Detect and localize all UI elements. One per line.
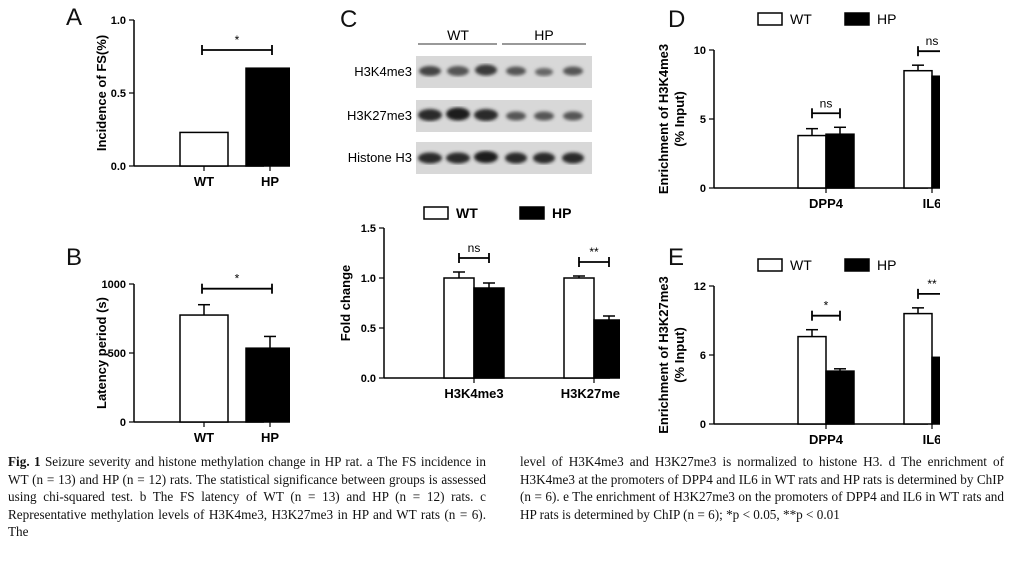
chart-e-bar-dpp4-wt	[797, 335, 827, 425]
chart-c-legend-label-wt: WT	[456, 205, 478, 221]
blot-strip-h3k27me3	[416, 100, 592, 132]
figure-caption-right: level of H3K4me3 and H3K27me3 is normali…	[520, 453, 1004, 523]
panel-label-b: B	[66, 244, 83, 271]
chart-a-y-axis-label: Incidence of FS(%)	[94, 35, 109, 151]
chart-c-bar-h3k4me3-wt	[443, 277, 475, 379]
chart-b-x-tick-label: HP	[261, 430, 279, 445]
panel-label-d: D	[668, 6, 686, 33]
chart-a-bar-wt	[179, 131, 229, 167]
chart-d-bar-dpp4-hp	[825, 133, 855, 189]
chart-a-bar-hp	[245, 67, 290, 167]
chart-d-y-tick-label: 10	[694, 45, 706, 57]
chart-e-bar-il6-hp	[931, 356, 940, 425]
chart-a-x-tick-label: WT	[194, 174, 214, 189]
blot-strip-histone-h3	[416, 142, 592, 174]
chart-d-x-tick-label: DPP4	[809, 196, 844, 210]
chart-d-significance-label-0: ns	[820, 96, 833, 110]
chart-e-legend-label-wt: WT	[790, 257, 812, 273]
chart-e-legend-label-hp: HP	[877, 257, 896, 273]
chart-e-legend-swatch-wt	[757, 258, 783, 272]
chart-c-significance-label-1: **	[589, 245, 599, 259]
figure-caption-left: Fig. 1 Seizure severity and histone meth…	[8, 453, 486, 541]
blot-strip-h3k4me3	[416, 56, 592, 88]
chart-c-bar-h3k4me3-hp	[473, 287, 505, 379]
chart-b-bar-hp	[245, 347, 290, 423]
chart-e: 0 6 12 Enrichment of H3K27me3 (% Input) DPP4 I…	[656, 257, 940, 447]
chart-d-y-axis-label-unit: (% Input)	[672, 91, 687, 147]
blot-row-label-histone-h3: Histone H3	[348, 150, 412, 165]
chart-c-y-tick-label: 1.5	[361, 223, 376, 235]
chart-c-legend-swatch-wt	[423, 206, 449, 220]
chart-d-y-tick-label: 5	[700, 114, 706, 126]
chart-d-legend-label-wt: WT	[790, 11, 812, 27]
chart-a-significance-label-0: *	[235, 33, 240, 47]
western-blot: WT HP H3K4me3 H3K27me3 Histone H3	[347, 28, 592, 174]
chart-e-y-axis-label: Enrichment of H3K27me3	[656, 276, 671, 434]
chart-a-y-tick-label: 0.0	[111, 161, 126, 173]
blot-row-label-h3k27me3: H3K27me3	[347, 108, 412, 123]
chart-e-bar-il6-wt	[903, 312, 933, 425]
chart-c-y-tick-label: 0.0	[361, 373, 376, 385]
panel-label-c: C	[340, 6, 358, 33]
chart-b-y-tick-label: 1000	[102, 279, 126, 291]
chart-d: 0 5 10 Enrichment of H3K4me3 (% Input) DPP4 IL…	[656, 11, 940, 210]
chart-c-significance-label-0: ns	[468, 241, 481, 255]
chart-b: 0 500 1000 Latency period (s) WT HP *	[94, 272, 290, 445]
chart-c-bar-h3k27me3-hp	[593, 319, 620, 379]
figure-caption-text-left: Seizure severity and histone methylation…	[8, 454, 486, 540]
blot-row-label-h3k4me3: H3K4me3	[354, 64, 412, 79]
chart-b-bar-wt	[179, 314, 229, 423]
blot-group-hp: HP	[534, 28, 553, 43]
chart-e-legend-swatch-hp	[844, 258, 870, 272]
blot-group-wt: WT	[447, 28, 469, 43]
chart-d-bar-il6-wt	[903, 69, 933, 189]
chart-b-significance-label-0: *	[235, 272, 240, 286]
chart-c-y-axis-label: Fold change	[338, 265, 353, 342]
panel-label-e: E	[668, 244, 685, 271]
figure-caption-text-right: level of H3K4me3 and H3K27me3 is normali…	[520, 454, 1004, 522]
chart-b-y-tick-label: 500	[108, 348, 126, 360]
chart-a-y-tick-label: 0.5	[111, 88, 126, 100]
chart-e-bar-dpp4-hp	[825, 370, 855, 425]
chart-d-bar-il6-hp	[931, 75, 940, 189]
chart-d-y-axis-label: Enrichment of H3K4me3	[656, 44, 671, 194]
chart-e-significance-label-0: *	[824, 299, 829, 313]
chart-d-significance-label-1: ns	[926, 34, 939, 48]
figure-caption-label: Fig. 1	[8, 454, 41, 469]
chart-d-legend-swatch-hp	[844, 12, 870, 26]
chart-b-y-axis-label: Latency period (s)	[94, 297, 109, 409]
chart-d-legend-label-hp: HP	[877, 11, 896, 27]
chart-a-y-tick-label: 1.0	[111, 15, 126, 27]
panel-label-a: A	[66, 4, 83, 31]
chart-e-y-tick-label: 6	[700, 350, 706, 362]
chart-e-x-tick-label: DPP4	[809, 432, 844, 447]
chart-c-legend-label-hp: HP	[552, 205, 571, 221]
chart-c-x-tick-label: H3K4me3	[444, 386, 503, 401]
chart-d-legend-swatch-wt	[757, 12, 783, 26]
chart-a-x-tick-label: HP	[261, 174, 279, 189]
chart-c-x-tick-label: H3K27me3	[561, 386, 620, 401]
chart-b-y-tick-label: 0	[120, 417, 126, 429]
chart-c-y-tick-label: 0.5	[361, 323, 376, 335]
chart-d-y-tick-label: 0	[700, 183, 706, 195]
chart-d-bar-dpp4-wt	[797, 134, 827, 189]
chart-b-x-tick-label: WT	[194, 430, 214, 445]
chart-c-legend-swatch-hp	[519, 206, 545, 220]
chart-e-x-tick-label: IL6	[923, 432, 940, 447]
chart-e-y-axis-label-unit: (% Input)	[672, 327, 687, 383]
chart-c: 0.0 0.5 1.0 1.5 Fold change H3K4me3 H3K27me3 ns…	[338, 205, 620, 401]
chart-d-x-tick-label: IL6	[923, 196, 940, 210]
chart-c-y-tick-label: 1.0	[361, 273, 376, 285]
chart-e-significance-label-1: **	[927, 277, 937, 291]
chart-e-y-tick-label: 12	[694, 281, 706, 293]
chart-e-y-tick-label: 0	[700, 419, 706, 431]
chart-c-bar-h3k27me3-wt	[563, 277, 595, 379]
